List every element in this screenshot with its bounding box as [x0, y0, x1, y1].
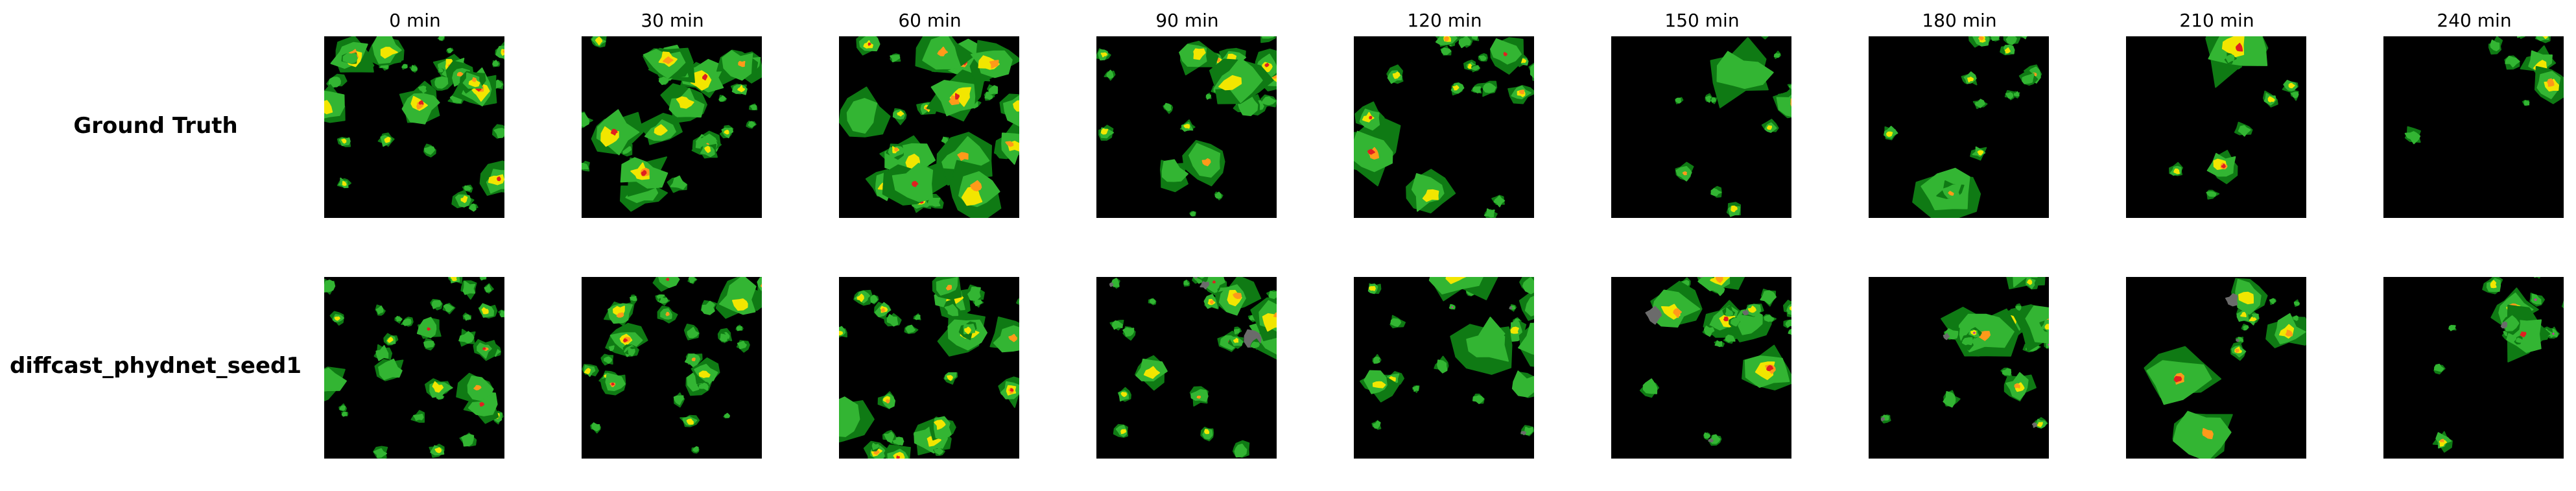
prediction-radar-frame	[839, 277, 1019, 459]
time-label: 30 min	[641, 10, 704, 31]
prediction-radar-frame	[324, 277, 504, 459]
prediction-radar-frame	[1354, 277, 1534, 459]
ground-truth-radar-frame	[1869, 36, 2049, 218]
prediction-radar-frame	[2383, 277, 2564, 459]
prediction-radar-frame	[1869, 277, 2049, 459]
ground-truth-radar-frame	[839, 36, 1019, 218]
prediction-radar-frame	[1096, 277, 1277, 459]
time-label: 0 min	[389, 10, 441, 31]
time-label: 150 min	[1664, 10, 1740, 31]
time-label: 90 min	[1155, 10, 1219, 31]
ground-truth-radar-frame	[324, 36, 504, 218]
time-label: 180 min	[1922, 10, 1997, 31]
ground-truth-radar-frame	[1611, 36, 1791, 218]
time-label: 120 min	[1407, 10, 1482, 31]
time-label: 210 min	[2179, 10, 2254, 31]
row-label-ground-truth: Ground Truth	[73, 113, 238, 139]
prediction-radar-frame	[1611, 277, 1791, 459]
prediction-radar-frame	[582, 277, 762, 459]
row-label-model: diffcast_phydnet_seed1	[9, 353, 302, 379]
ground-truth-radar-frame	[2383, 36, 2564, 218]
time-label: 60 min	[898, 10, 962, 31]
ground-truth-radar-frame	[582, 36, 762, 218]
ground-truth-radar-frame	[1354, 36, 1534, 218]
ground-truth-radar-frame	[1096, 36, 1277, 218]
prediction-radar-frame	[2126, 277, 2306, 459]
ground-truth-radar-frame	[2126, 36, 2306, 218]
time-label: 240 min	[2437, 10, 2512, 31]
